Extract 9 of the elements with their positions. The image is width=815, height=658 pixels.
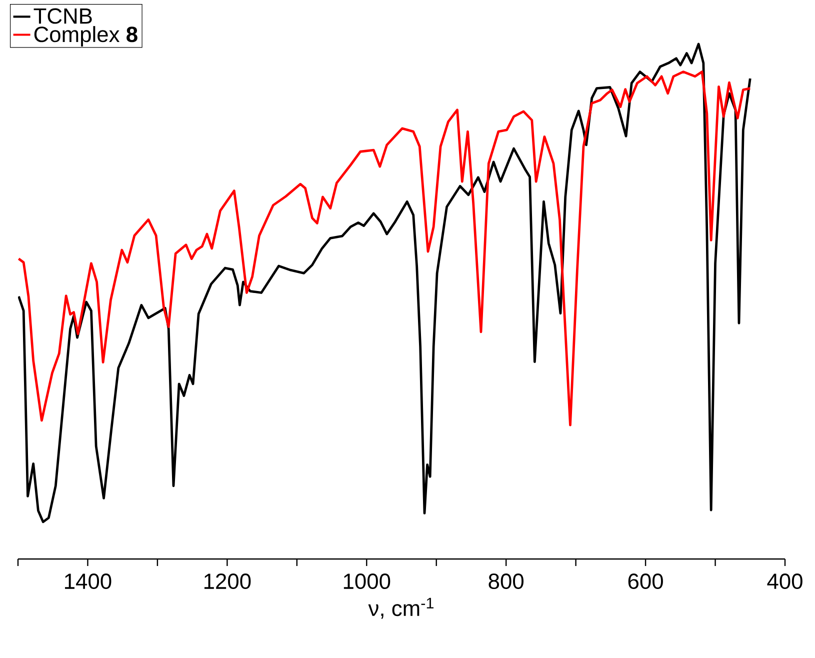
- legend-label: TCNB: [34, 8, 92, 24]
- x-tick-label: 1000: [344, 574, 390, 590]
- x-tick-label: 800: [488, 574, 524, 590]
- x-tick-label: 1200: [204, 574, 251, 590]
- x-tick-label: 400: [767, 574, 802, 590]
- x-tick-label: 1400: [65, 574, 112, 590]
- x-axis-title: ν, cm$^{-1}$: [368, 598, 434, 619]
- legend-label: Complex 8: [34, 26, 138, 46]
- x-tick-label: 600: [628, 574, 663, 590]
